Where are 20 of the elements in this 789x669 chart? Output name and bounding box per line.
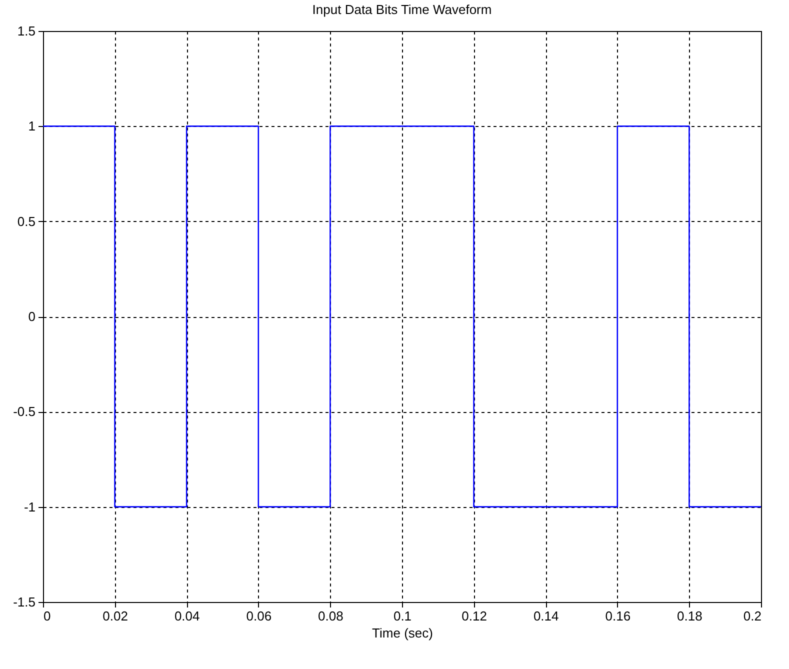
x-tick-label: 0 <box>44 608 51 624</box>
x-tick-label: 0.02 <box>102 608 128 624</box>
y-tick-label: -1 <box>24 499 36 514</box>
y-tick-label: 0.5 <box>17 214 36 229</box>
x-tick-label: 0.12 <box>462 608 487 624</box>
y-tick-label: 0 <box>28 309 36 324</box>
y-tick-label: -1.5 <box>13 594 36 610</box>
x-tick-label: 0.08 <box>318 608 344 624</box>
x-tick-label: 0.16 <box>605 608 631 624</box>
chart-title: Input Data Bits Time Waveform <box>312 2 492 17</box>
x-tick-label: 0.14 <box>533 608 559 624</box>
x-tick-label: 0.2 <box>743 608 762 624</box>
y-tick-label: 1 <box>28 118 36 134</box>
y-tick-label: -0.5 <box>13 404 36 420</box>
x-tick-label: 0.1 <box>393 608 412 624</box>
x-tick-label: 0.06 <box>246 608 272 624</box>
x-axis-title: Time (sec) <box>372 626 433 640</box>
y-tick-label: 1.5 <box>17 24 36 38</box>
x-tick-label: 0.18 <box>677 608 702 624</box>
x-tick-label: 0.04 <box>174 608 200 624</box>
